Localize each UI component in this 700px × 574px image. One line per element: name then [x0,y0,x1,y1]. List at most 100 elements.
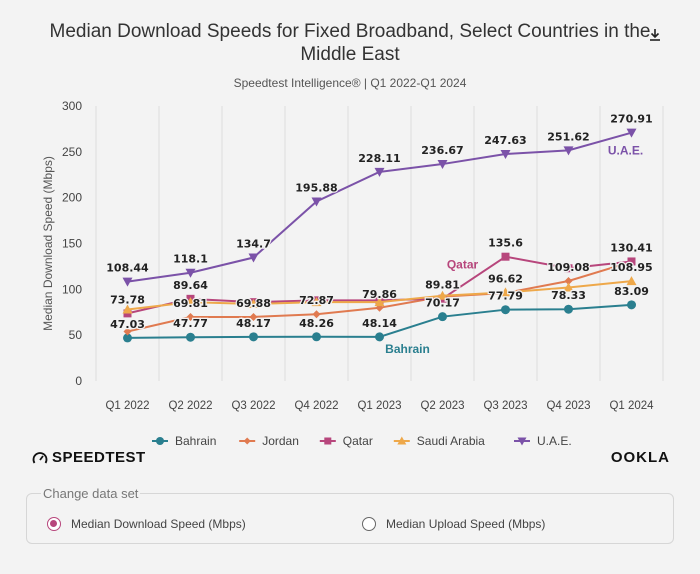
data-point-qatar [564,264,573,273]
legend-item-jordan[interactable]: Jordan [262,434,299,448]
y-tick-label: 50 [69,328,83,342]
series-inline-label-u-a-e: U.A.E. [608,144,643,158]
ookla-logo: OOKLA [610,449,670,466]
legend-marker-bahrain [156,437,164,445]
data-point-jordan [186,313,195,322]
gauge-icon [32,451,48,463]
data-label: 83.09 [614,285,649,298]
data-point-bahrain [564,304,573,314]
y-tick-label: 0 [75,374,82,388]
data-label: 89.64 [173,279,208,292]
x-tick-label: Q4 2022 [294,400,338,412]
change-data-set-legend: Change data set [43,486,139,501]
data-point-bahrain [627,300,636,310]
data-label: 48.14 [362,317,397,330]
data-label: 108.95 [610,261,652,274]
data-point-bahrain [312,332,321,342]
series-inline-label-qatar: Qatar [447,258,479,272]
data-label: 48.17 [236,317,271,330]
data-point-u-a-e [500,150,511,160]
data-label: 247.63 [484,134,526,147]
data-point-u-a-e [437,160,448,170]
data-point-bahrain [501,305,510,315]
data-point-u-a-e [626,128,637,138]
chart-title: Median Download Speeds for Fixed Broadba… [49,21,651,65]
x-tick-label: Q1 2024 [609,400,654,412]
y-tick-label: 100 [62,282,82,296]
y-tick-label: 200 [62,191,82,205]
y-axis-label: Median Download Speed (Mbps) [41,156,55,331]
data-label: 96.62 [488,272,523,285]
data-point-bahrain [438,312,447,322]
data-label: 135.6 [488,237,523,250]
data-point-u-a-e [248,253,259,263]
data-point-saudi-arabia [248,299,259,308]
data-point-u-a-e [311,197,322,207]
x-tick-label: Q3 2023 [483,400,527,412]
data-point-saudi-arabia [437,290,448,300]
radio-download-indicator[interactable] [47,517,61,531]
speedtest-logo: SPEEDTEST [32,449,146,466]
data-point-u-a-e [185,268,196,278]
legend-marker-jordan [243,437,251,445]
legend-marker-u-a-e [517,437,527,446]
data-point-saudi-arabia [626,276,637,286]
speedtest-logo-text: SPEEDTEST [52,449,146,466]
x-tick-label: Q1 2023 [357,400,401,412]
data-label: 48.26 [299,317,334,330]
data-label: 195.88 [295,181,337,194]
data-point-bahrain [123,333,132,343]
radio-upload-indicator[interactable] [362,517,376,531]
data-point-bahrain [375,332,384,342]
legend-marker-saudi-arabia [397,436,407,445]
data-label: 69.88 [236,297,271,310]
data-point-u-a-e [563,146,574,156]
data-label: 251.62 [547,130,589,143]
data-label: 134.7 [236,238,271,251]
legend-item-bahrain[interactable]: Bahrain [175,434,216,448]
x-tick-label: Q3 2022 [231,400,275,412]
download-icon[interactable] [648,27,662,43]
data-label: 118.1 [173,253,208,266]
data-point-qatar [627,257,636,266]
legend-marker-qatar [324,437,332,445]
line-chart: 0 50 100 150 200 250 300 Median Download Speed … [41,99,664,448]
data-point-jordan [123,327,132,336]
data-label: 72.87 [299,294,334,307]
data-label: 73.78 [110,293,145,306]
data-point-saudi-arabia [563,282,574,292]
data-label: 236.67 [421,144,463,157]
data-label: 108.44 [106,262,149,275]
x-tick-label: Q1 2022 [105,400,149,412]
y-tick-label: 250 [62,145,82,159]
x-tick-label: Q2 2022 [168,400,212,412]
x-tick-label: Q4 2023 [546,400,590,412]
series-inline-label-bahrain: Bahrain [385,342,430,356]
legend-item-u-a-e[interactable]: U.A.E. [537,434,572,448]
data-label: 78.33 [551,289,586,302]
data-label: 228.11 [358,152,400,165]
data-point-jordan [249,312,258,321]
data-label: 270.91 [610,113,652,126]
data-point-saudi-arabia [122,304,133,314]
data-label: 70.17 [425,297,460,310]
data-point-bahrain [186,332,195,342]
data-point-qatar [501,252,510,261]
data-point-u-a-e [374,167,385,177]
data-point-saudi-arabia [185,297,196,307]
data-label: 89.81 [425,279,460,292]
data-label: 130.41 [610,241,652,254]
data-label: 79.86 [362,288,397,301]
data-label: 47.77 [173,317,208,330]
data-label: 109.08 [547,261,589,274]
legend-item-saudi-arabia[interactable]: Saudi Arabia [417,434,485,448]
radio-upload-speed[interactable]: Median Upload Speed (Mbps) [362,517,545,531]
x-tick-label: Q2 2023 [420,400,464,412]
legend-item-qatar[interactable]: Qatar [343,434,373,448]
y-tick-label: 150 [62,237,82,251]
radio-download-label: Median Download Speed (Mbps) [71,517,246,531]
data-point-saudi-arabia [374,297,385,307]
chart-subtitle: Speedtest Intelligence® | Q1 2022-Q1 202… [233,76,467,90]
radio-upload-label: Median Upload Speed (Mbps) [386,517,546,531]
radio-download-speed[interactable]: Median Download Speed (Mbps) [47,517,246,531]
